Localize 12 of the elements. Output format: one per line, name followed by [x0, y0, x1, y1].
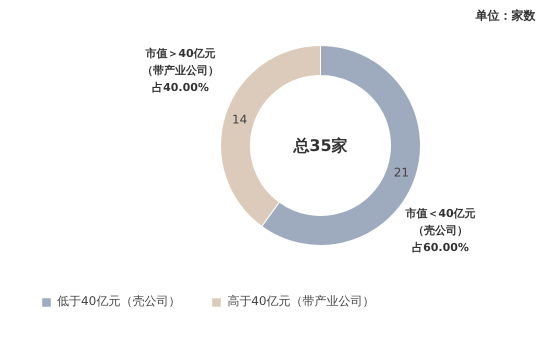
data-label: 14	[232, 112, 248, 127]
legend-label: 高于40亿元（带产业公司）	[227, 293, 375, 310]
text: 占40.00%	[152, 81, 209, 94]
legend-label: 低于40亿元（壳公司）	[57, 293, 180, 310]
text: （带产业公司）	[142, 64, 219, 77]
text: 占60.00%	[412, 241, 469, 254]
text: 市值＜40亿元	[404, 207, 476, 220]
text: （壳公司）	[413, 224, 468, 237]
text: 市值＞40亿元	[144, 47, 216, 60]
text: 总35家	[292, 136, 348, 155]
text: 单位：家数	[474, 8, 536, 22]
data-label: 21	[394, 165, 409, 180]
